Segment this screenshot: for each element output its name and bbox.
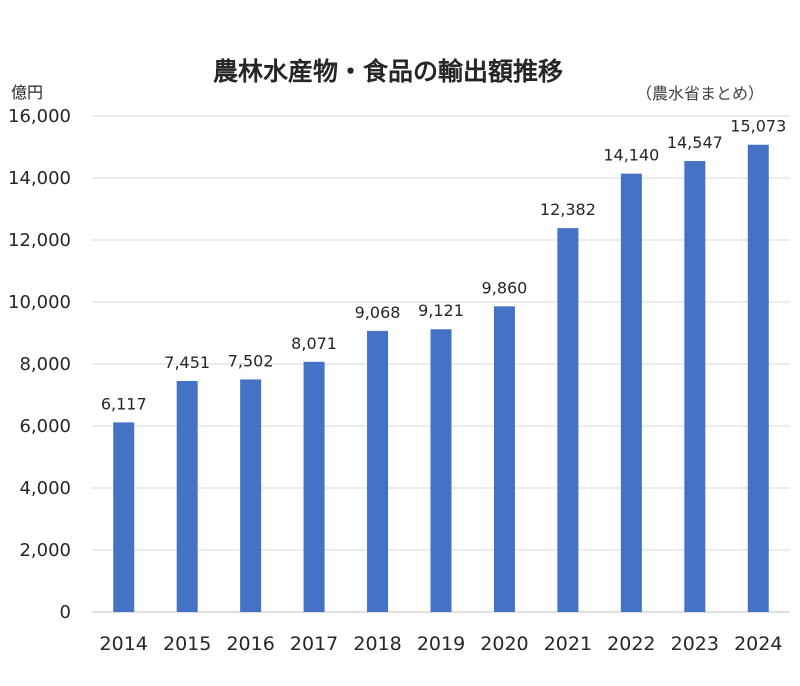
bar-2014 [113, 422, 135, 612]
data-label-2014: 6,117 [101, 394, 147, 413]
bar-2022 [620, 173, 642, 612]
data-label-2020: 9,860 [482, 278, 528, 297]
bar-2019 [430, 329, 452, 612]
y-tick-label: 12,000 [8, 230, 71, 251]
y-axis-ticks: 0 2,000 4,000 6,000 8,000 10,000 12,000 14,000 1… [8, 106, 71, 623]
x-tick-label: 2018 [353, 633, 401, 655]
y-tick-label: 2,000 [19, 540, 71, 561]
data-labels: 6,117 7,451 7,502 8,071 9,068 9,121 9,860 12,38… [101, 117, 786, 414]
data-label-2021: 12,382 [540, 200, 596, 219]
y-tick-label: 10,000 [8, 292, 71, 313]
bar-2024 [747, 144, 769, 612]
y-tick-label: 4,000 [19, 478, 71, 499]
bar-2023 [684, 161, 706, 612]
y-tick-label: 16,000 [8, 106, 71, 127]
chart-title: 農林水産物・食品の輸出額推移 [213, 57, 563, 86]
y-tick-label: 0 [60, 602, 71, 623]
x-tick-label: 2016 [226, 633, 274, 655]
x-tick-label: 2017 [290, 633, 338, 655]
x-axis-ticks: 2014 2015 2016 2017 2018 2019 2020 2021 2022 2023… [100, 633, 783, 655]
source-note: （農水省まとめ） [636, 84, 764, 103]
x-tick-label: 2023 [671, 633, 719, 655]
data-label-2022: 14,140 [603, 146, 659, 165]
data-label-2023: 14,547 [667, 133, 723, 152]
x-tick-label: 2024 [734, 633, 782, 655]
bars [113, 144, 769, 612]
data-label-2016: 7,502 [228, 351, 274, 370]
y-tick-label: 8,000 [19, 354, 71, 375]
data-label-2018: 9,068 [355, 303, 401, 322]
x-tick-label: 2022 [607, 633, 655, 655]
x-tick-label: 2020 [480, 633, 528, 655]
bar-2018 [367, 330, 389, 612]
bar-2020 [493, 306, 515, 612]
y-axis-unit-label: 億円 [11, 83, 43, 102]
bar-2015 [176, 381, 198, 612]
x-tick-label: 2014 [100, 633, 148, 655]
y-tick-label: 14,000 [8, 168, 71, 189]
bar-2021 [557, 228, 579, 612]
data-label-2017: 8,071 [291, 334, 337, 353]
x-tick-label: 2015 [163, 633, 211, 655]
x-tick-label: 2021 [544, 633, 592, 655]
data-label-2024: 15,073 [730, 117, 786, 136]
data-label-2015: 7,451 [164, 353, 210, 372]
bar-2017 [303, 361, 325, 612]
y-tick-label: 6,000 [19, 416, 71, 437]
x-tick-label: 2019 [417, 633, 465, 655]
data-label-2019: 9,121 [418, 301, 464, 320]
bar-2016 [240, 379, 262, 612]
